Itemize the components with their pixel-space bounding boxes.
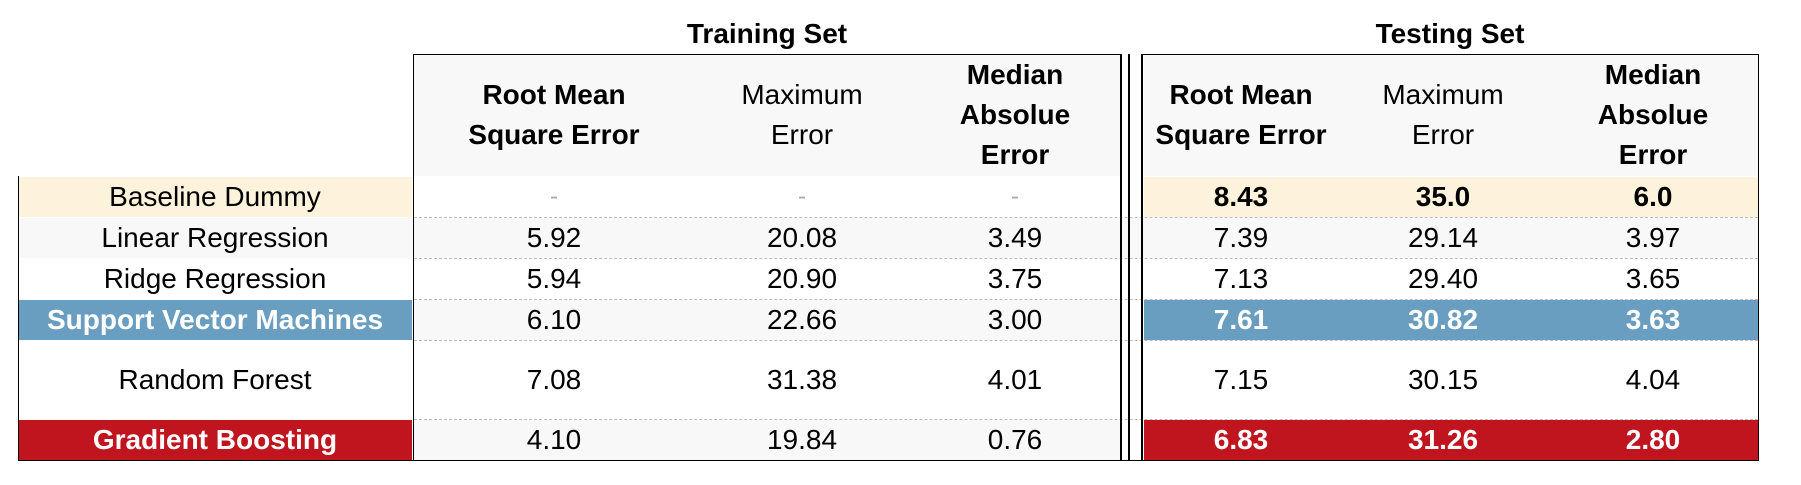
row-label-svm: Support Vector Machines [46, 304, 384, 335]
table-cell: 31.38 [766, 364, 838, 395]
table-cell: 3.75 [987, 263, 1043, 294]
row-label-gradient-boosting: Gradient Boosting [92, 424, 338, 455]
table-cell: - [1011, 183, 1019, 210]
svm-label-bg [18, 300, 412, 340]
train-mae-header: Median Absolue Error [910, 54, 1120, 176]
separator-line-1 [1120, 54, 1122, 461]
gb-test-bg [1144, 420, 1758, 460]
row-label-random-forest: Random Forest [118, 364, 312, 395]
table-cell: 7.15 [1213, 364, 1269, 395]
table-cell: 19.84 [766, 424, 838, 455]
table-cell: - [798, 183, 806, 210]
row-divider [414, 299, 1758, 300]
table-cell: 3.63 [1625, 304, 1681, 335]
label-column-left-border [18, 176, 19, 461]
table-cell: 7.39 [1213, 222, 1269, 253]
testing-set-title: Testing Set [1375, 18, 1525, 49]
testing-right-border [1758, 54, 1759, 461]
table-cell: 20.90 [766, 263, 838, 294]
table-cell: 20.08 [766, 222, 838, 253]
row-label-ridge: Ridge Regression [103, 263, 327, 294]
table-cell: 3.65 [1625, 263, 1681, 294]
header-line: Median [1604, 59, 1702, 90]
table-cell: 3.97 [1625, 222, 1681, 253]
training-header-bg [414, 54, 1120, 176]
baseline-label-bg [18, 177, 412, 217]
training-set-title: Training Set [686, 18, 848, 49]
table-cell: 4.10 [526, 424, 582, 455]
testing-left-border [1141, 54, 1143, 461]
header-line: Maximum [741, 79, 863, 110]
gb-train-bg [414, 420, 1120, 460]
table-cell: 22.66 [766, 304, 838, 335]
header-line: Square Error [468, 119, 640, 150]
table-cell: 4.01 [987, 364, 1043, 395]
table-bottom-border [18, 460, 1759, 461]
table-cell: 7.13 [1213, 263, 1269, 294]
row-divider [414, 419, 1758, 420]
table-cell: 30.82 [1407, 304, 1479, 335]
baseline-test-bg [1144, 177, 1758, 217]
row-divider [414, 258, 1758, 259]
row-divider [414, 340, 1758, 341]
table-cell: - [550, 183, 558, 210]
training-left-border [413, 54, 414, 461]
test-max-header: Maximum Error [1338, 54, 1548, 176]
training-top-border [413, 54, 1121, 55]
table-cell: 3.49 [987, 222, 1043, 253]
table-cell: 5.94 [526, 263, 582, 294]
table-cell: 6.83 [1213, 424, 1269, 455]
table-cell: 5.92 [526, 222, 582, 253]
linear-row-bg [18, 218, 1758, 258]
testing-top-border [1141, 54, 1759, 55]
header-line: Error [1618, 139, 1688, 170]
header-line: Error [770, 119, 834, 150]
train-max-header: Maximum Error [694, 54, 910, 176]
header-line: Root Mean [1169, 79, 1313, 110]
row-label-linear: Linear Regression [101, 222, 329, 253]
row-divider [414, 217, 1758, 218]
table-cell: 3.00 [987, 304, 1043, 335]
svm-train-bg [414, 300, 1120, 340]
test-mae-header: Median Absolue Error [1548, 54, 1758, 176]
row-label-baseline: Baseline Dummy [109, 181, 321, 212]
table-cell: 30.15 [1407, 364, 1479, 395]
header-line: Error [1411, 119, 1475, 150]
header-line: Root Mean [482, 79, 626, 110]
table-cell: 7.08 [526, 364, 582, 395]
table-cell: 0.76 [987, 424, 1043, 455]
table-cell: 31.26 [1407, 424, 1479, 455]
table-cell: 35.0 [1415, 181, 1471, 212]
svm-test-bg [1144, 300, 1758, 340]
testing-header-bg [1144, 54, 1758, 176]
header-line: Absolue [959, 99, 1071, 130]
table-cell: 6.10 [526, 304, 582, 335]
train-rmse-header: Root Mean Square Error [414, 54, 694, 176]
header-line: Absolue [1597, 99, 1709, 130]
header-line: Square Error [1155, 119, 1327, 150]
header-line: Error [980, 139, 1050, 170]
table-cell: 29.14 [1407, 222, 1479, 253]
table-cell: 8.43 [1213, 181, 1269, 212]
table-cell: 4.04 [1625, 364, 1681, 395]
table-cell: 6.0 [1633, 181, 1673, 212]
header-line: Median [966, 59, 1064, 90]
gb-label-bg [18, 420, 412, 460]
test-rmse-header: Root Mean Square Error [1144, 54, 1338, 176]
table-cell: 29.40 [1407, 263, 1479, 294]
table-cell: 2.80 [1625, 424, 1681, 455]
header-line: Maximum [1382, 79, 1504, 110]
table-cell: 7.61 [1213, 304, 1269, 335]
separator-line-2 [1128, 54, 1130, 461]
